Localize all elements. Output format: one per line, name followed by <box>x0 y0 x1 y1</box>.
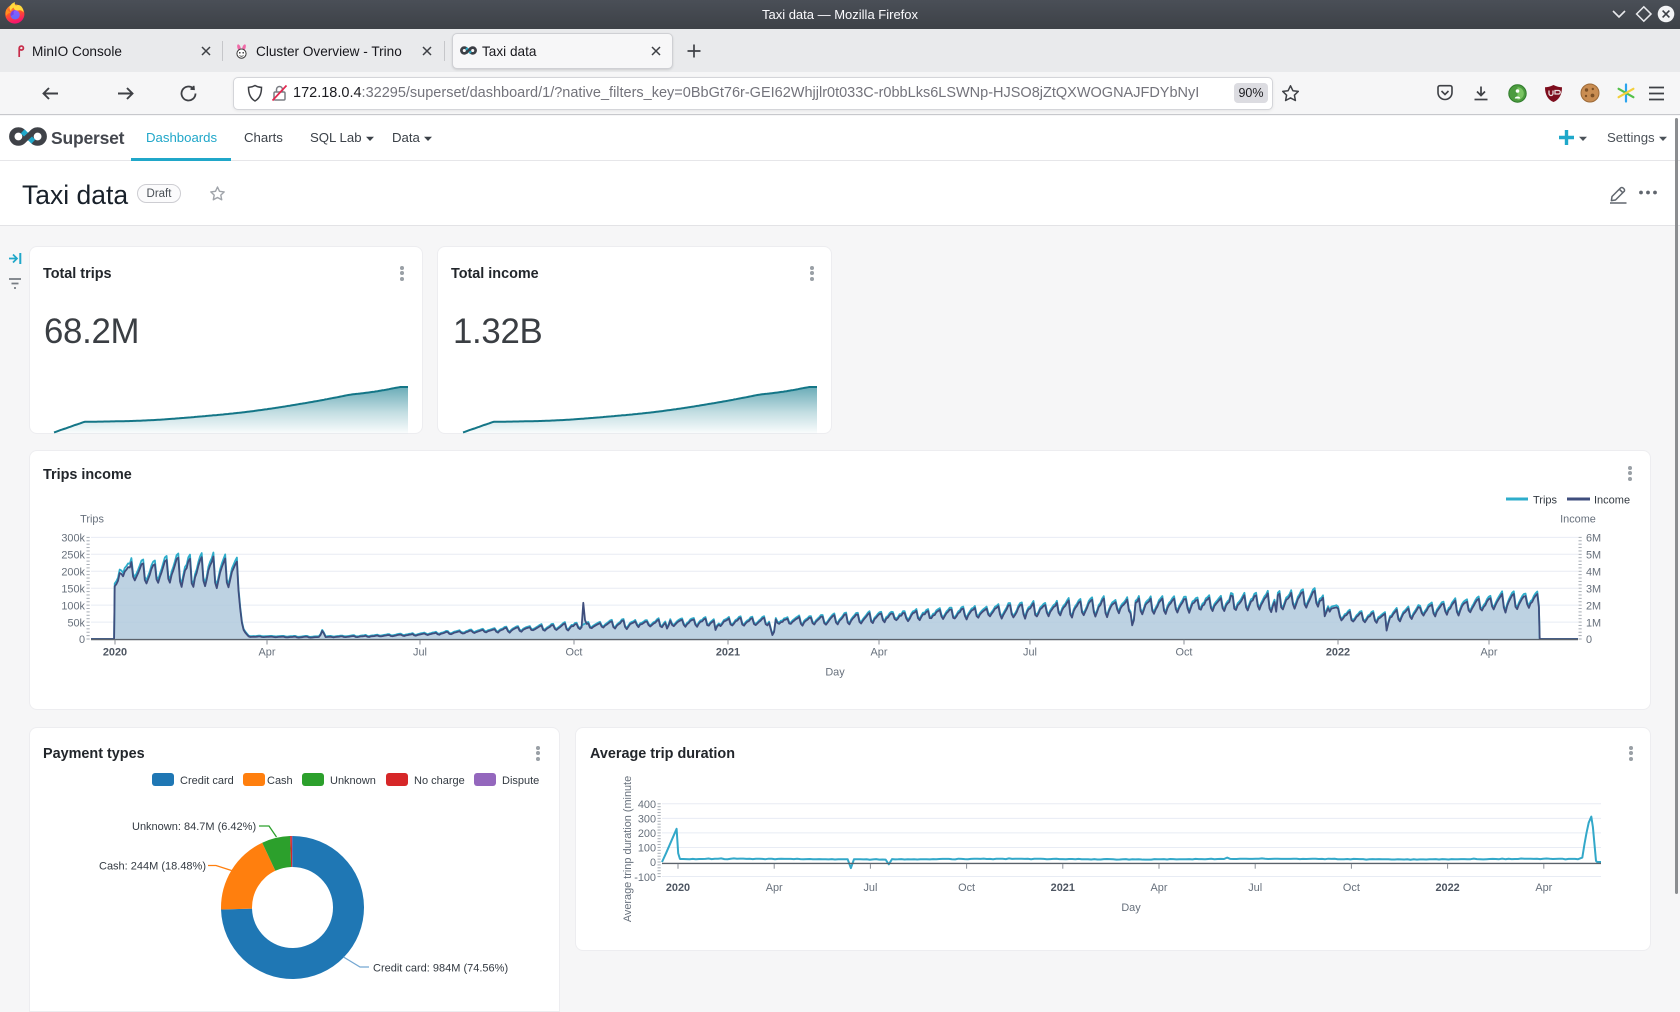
svg-text:0: 0 <box>79 634 85 646</box>
svg-text:2M: 2M <box>1586 600 1601 612</box>
svg-text:Unknown: Unknown <box>330 775 376 787</box>
svg-text:300: 300 <box>638 814 656 826</box>
svg-text:6M: 6M <box>1586 533 1601 545</box>
svg-text:Jul: Jul <box>413 647 427 659</box>
svg-text:Credit card: 984M (74.56%): Credit card: 984M (74.56%) <box>373 963 508 975</box>
svg-text:Jul: Jul <box>1023 647 1037 659</box>
svg-text:300k: 300k <box>61 533 85 545</box>
svg-text:Oct: Oct <box>958 882 975 894</box>
svg-text:Day: Day <box>825 667 845 679</box>
svg-text:100k: 100k <box>61 600 85 612</box>
svg-text:Income: Income <box>1560 514 1596 526</box>
svg-text:Oct: Oct <box>566 647 583 659</box>
svg-text:3M: 3M <box>1586 583 1601 595</box>
svg-text:200k: 200k <box>61 567 85 579</box>
svg-text:Income: Income <box>1594 495 1630 507</box>
svg-text:Apr: Apr <box>1481 647 1498 659</box>
svg-text:50k: 50k <box>67 617 85 629</box>
svg-text:Dispute: Dispute <box>502 775 539 787</box>
svg-text:100: 100 <box>638 843 656 855</box>
svg-text:Cash: Cash <box>267 775 293 787</box>
svg-text:Oct: Oct <box>1176 647 1193 659</box>
svg-text:Day: Day <box>1121 902 1141 914</box>
svg-text:400: 400 <box>638 799 656 811</box>
svg-text:0: 0 <box>650 857 656 869</box>
svg-text:Apr: Apr <box>1151 882 1168 894</box>
svg-text:Apr: Apr <box>871 647 888 659</box>
svg-text:2022: 2022 <box>1435 882 1459 894</box>
svg-text:150k: 150k <box>61 583 85 595</box>
svg-text:Jul: Jul <box>1248 882 1262 894</box>
svg-text:Apr: Apr <box>1535 882 1552 894</box>
svg-text:250k: 250k <box>61 550 85 562</box>
svg-text:2020: 2020 <box>666 882 690 894</box>
svg-text:No charge: No charge <box>414 775 465 787</box>
svg-text:Trips: Trips <box>1533 495 1558 507</box>
svg-text:2021: 2021 <box>716 647 740 659</box>
svg-text:5M: 5M <box>1586 550 1601 562</box>
svg-text:2021: 2021 <box>1051 882 1075 894</box>
svg-text:2020: 2020 <box>103 647 127 659</box>
svg-text:2022: 2022 <box>1326 647 1350 659</box>
svg-text:Cash: 244M (18.48%): Cash: 244M (18.48%) <box>99 861 206 873</box>
svg-text:Apr: Apr <box>259 647 276 659</box>
svg-text:Jul: Jul <box>863 882 877 894</box>
svg-text:Credit card: Credit card <box>180 775 234 787</box>
svg-text:-100: -100 <box>634 872 656 884</box>
svg-text:Apr: Apr <box>766 882 783 894</box>
svg-text:1M: 1M <box>1586 617 1601 629</box>
svg-text:Oct: Oct <box>1343 882 1360 894</box>
svg-text:4M: 4M <box>1586 567 1601 579</box>
svg-text:Average trinp duration (minute: Average trinp duration (minute <box>622 776 634 922</box>
svg-text:200: 200 <box>638 828 656 840</box>
svg-text:Trips: Trips <box>80 514 104 526</box>
svg-text:0: 0 <box>1586 634 1592 646</box>
svg-text:Unknown: 84.7M (6.42%): Unknown: 84.7M (6.42%) <box>132 821 256 833</box>
